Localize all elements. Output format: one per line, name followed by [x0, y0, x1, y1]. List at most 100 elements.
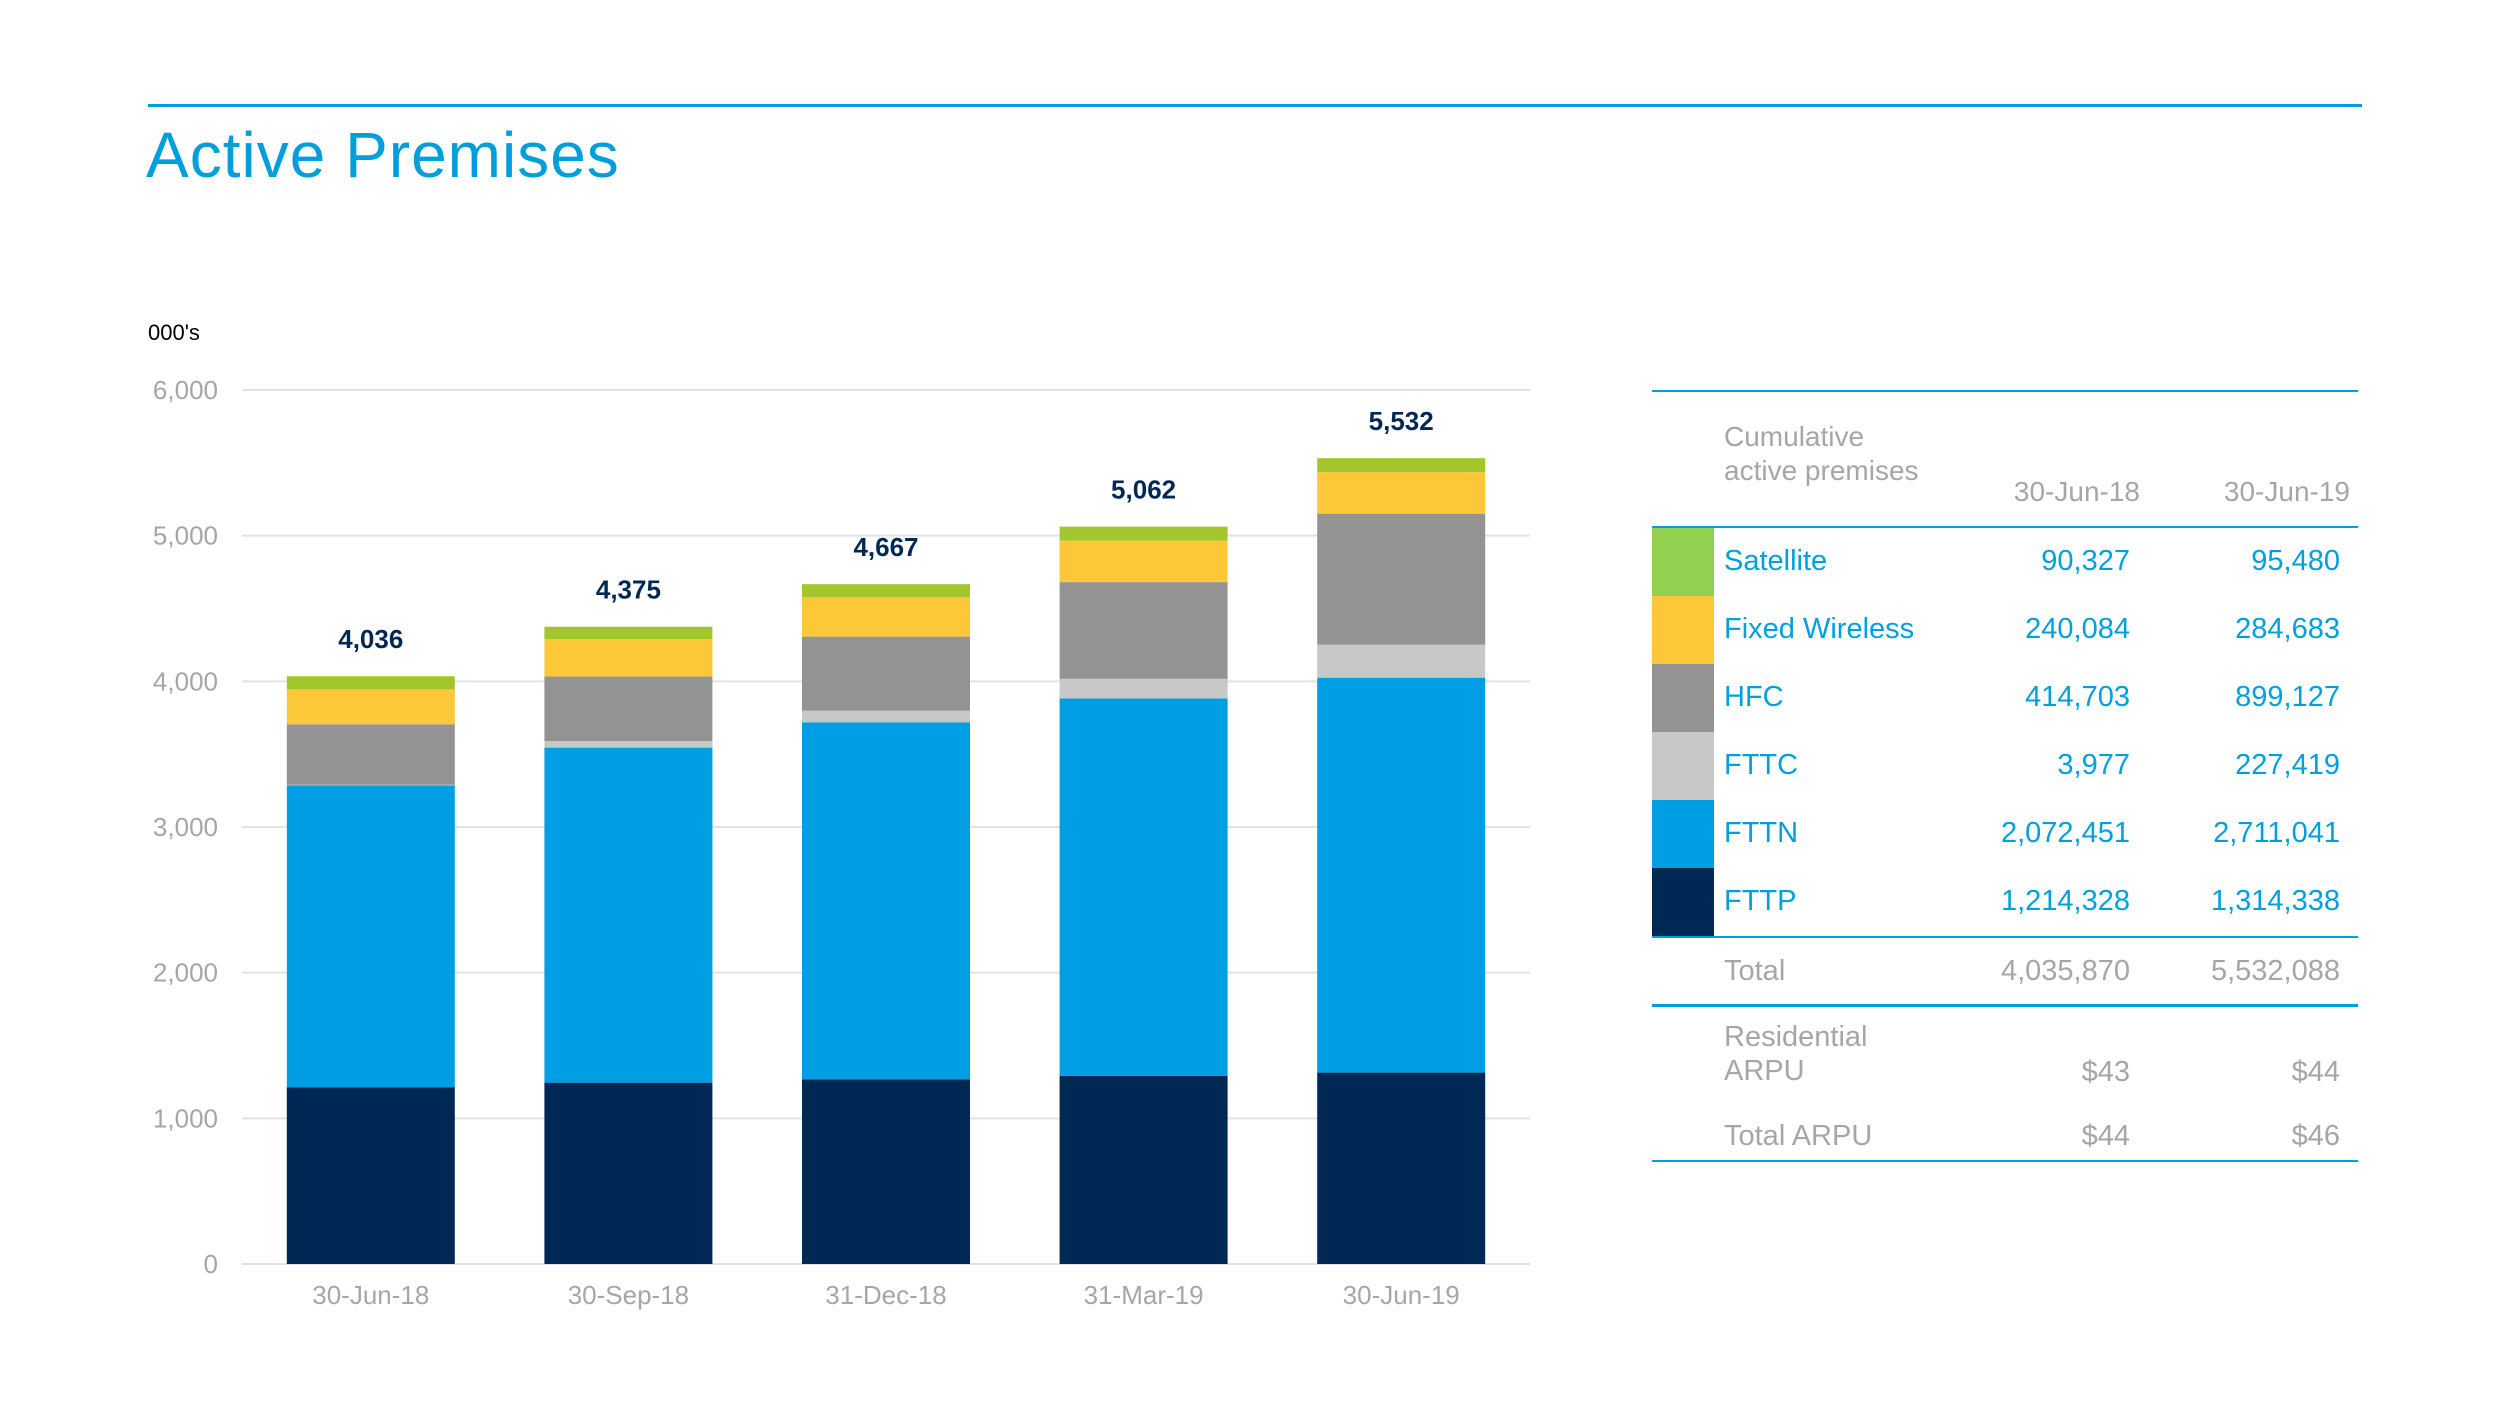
table-arpu-rule: [1652, 1004, 2358, 1007]
bar-total-label: 4,036: [338, 624, 403, 654]
table-top-rule: [1652, 390, 2358, 392]
y-tick-label: 0: [204, 1249, 218, 1279]
row-label: HFC: [1724, 681, 1784, 713]
arpu-label: Residential ARPU: [1724, 1021, 1868, 1087]
page-title: Active Premises: [146, 119, 620, 191]
table-row-total-arpu: Total ARPU $44 $46: [1652, 1096, 2358, 1164]
bar-segment-fttp: [802, 1079, 970, 1264]
table-header-label: Cumulative active premises: [1724, 421, 1919, 486]
table-header-rule: [1652, 526, 2358, 528]
bar-segment-satellite: [1059, 526, 1228, 541]
arpu-value-2019: $46: [2291, 1120, 2340, 1152]
row-value-2018: 1,214,328: [2000, 885, 2130, 917]
table-row-residential-arpu: Residential ARPU $43 $44: [1652, 1008, 2358, 1092]
table-row-hfc: HFC 414,703 899,127: [1652, 664, 2358, 732]
bar-segment-satellite: [286, 676, 455, 690]
column-header-1: 30-Jun-18: [2013, 476, 2140, 507]
bar-segment-fttp: [1317, 1072, 1486, 1264]
row-value-2019: 227,419: [2235, 749, 2340, 781]
hfc-swatch: [1652, 664, 1714, 732]
bar-segment-fttc: [1059, 678, 1228, 699]
row-value-2018: 90,327: [2041, 545, 2130, 577]
table-row-total: Total 4,035,870 5,532,088: [1652, 938, 2358, 1006]
bar-total-label: 5,532: [1369, 406, 1434, 436]
bar-segment-hfc: [286, 724, 455, 785]
x-tick-label: 31-Mar-19: [1084, 1280, 1204, 1310]
bar-segment-fttn: [286, 785, 455, 1088]
bar-total-label: 5,062: [1111, 475, 1176, 505]
row-value-2018: 414,703: [2025, 681, 2130, 713]
y-tick-label: 4,000: [153, 666, 218, 696]
x-tick-label: 30-Jun-19: [1343, 1280, 1460, 1310]
x-tick-label: 30-Sep-18: [568, 1280, 689, 1310]
fixed-wireless-swatch: [1652, 596, 1714, 664]
bar-segment-fttp: [286, 1087, 455, 1264]
y-tick-label: 6,000: [153, 375, 218, 405]
unit-label: 000's: [148, 320, 200, 345]
row-label: Satellite: [1724, 545, 1828, 577]
arpu-label: Total ARPU: [1724, 1120, 1873, 1152]
row-value-2019: 284,683: [2235, 613, 2340, 645]
fttn-swatch: [1652, 800, 1714, 868]
table-bottom-rule: [1652, 1160, 2358, 1162]
table-row-fttp: FTTP 1,214,328 1,314,338: [1652, 868, 2358, 936]
column-header-2: 30-Jun-19: [2223, 476, 2350, 507]
bar-segment-fttc: [286, 784, 455, 786]
bar-total-label: 4,667: [853, 532, 918, 562]
row-value-2018: 3,977: [2057, 749, 2130, 781]
bar-segment-satellite: [544, 626, 713, 640]
table-total-rule: [1652, 936, 2358, 938]
bar-segment-fttn: [544, 747, 713, 1083]
bar-segment-fttc: [1317, 644, 1486, 678]
bar-segment-fttc: [544, 741, 713, 748]
bar-segment-fttn: [1317, 677, 1486, 1073]
bar-segment-hfc: [544, 676, 713, 742]
bar-segment-fttc: [802, 710, 970, 723]
table-row-fttn: FTTN 2,072,451 2,711,041: [1652, 800, 2358, 868]
table-row-fixed-wireless: Fixed Wireless 240,084 284,683: [1652, 596, 2358, 664]
x-tick-label: 31-Dec-18: [825, 1280, 946, 1310]
bar-segment-satellite: [802, 584, 970, 598]
stacked-bar-chart: 000's 6,000 5,000 4,000 3,000 2,000 1,000 0 4,0…: [148, 320, 1530, 1310]
y-tick-label: 1,000: [153, 1103, 218, 1133]
row-value-2019: 2,711,041: [2213, 817, 2340, 849]
arpu-value-2018: $43: [2081, 1056, 2130, 1088]
total-value-2018: 4,035,870: [2000, 955, 2130, 987]
bar-segment-fixed-wireless: [286, 689, 455, 725]
bar-segment-hfc: [1059, 582, 1228, 679]
row-value-2018: 240,084: [2025, 613, 2130, 645]
bar-segment-fttp: [1059, 1075, 1228, 1264]
fttp-swatch: [1652, 868, 1714, 936]
row-value-2018: 2,072,451: [2000, 817, 2130, 849]
bar-segment-fixed-wireless: [1317, 472, 1486, 514]
table-row-fttc: FTTC 3,977 227,419: [1652, 732, 2358, 800]
arpu-value-2019: $44: [2291, 1056, 2340, 1088]
row-value-2019: 899,127: [2235, 681, 2340, 713]
bar-segment-hfc: [802, 636, 970, 711]
y-tick-label: 3,000: [153, 812, 218, 842]
total-label: Total: [1724, 955, 1786, 987]
row-value-2019: 95,480: [2251, 545, 2340, 577]
row-value-2019: 1,314,338: [2210, 885, 2340, 917]
bar-segment-fixed-wireless: [544, 639, 713, 677]
table-row-satellite: Satellite 90,327 95,480: [1652, 528, 2358, 596]
total-value-2019: 5,532,088: [2210, 955, 2340, 987]
x-tick-label: 30-Jun-18: [312, 1280, 429, 1310]
bar-segment-fttp: [544, 1082, 713, 1264]
row-label: FTTP: [1724, 885, 1797, 917]
fttc-swatch: [1652, 732, 1714, 800]
bar-segment-fttn: [1059, 698, 1228, 1076]
y-tick-label: 2,000: [153, 958, 218, 988]
bar-segment-satellite: [1317, 458, 1486, 473]
bar-segment-fixed-wireless: [1059, 540, 1228, 583]
satellite-swatch: [1652, 528, 1714, 596]
row-label: FTTN: [1724, 817, 1799, 849]
title-rule: [148, 104, 2362, 107]
row-label: Fixed Wireless: [1724, 613, 1915, 645]
row-label: FTTC: [1724, 749, 1799, 781]
arpu-value-2018: $44: [2081, 1120, 2130, 1152]
bar-segment-hfc: [1317, 513, 1486, 645]
bar-segment-fttn: [802, 722, 970, 1080]
y-tick-label: 5,000: [153, 521, 218, 551]
bar-total-label: 4,375: [596, 575, 661, 605]
